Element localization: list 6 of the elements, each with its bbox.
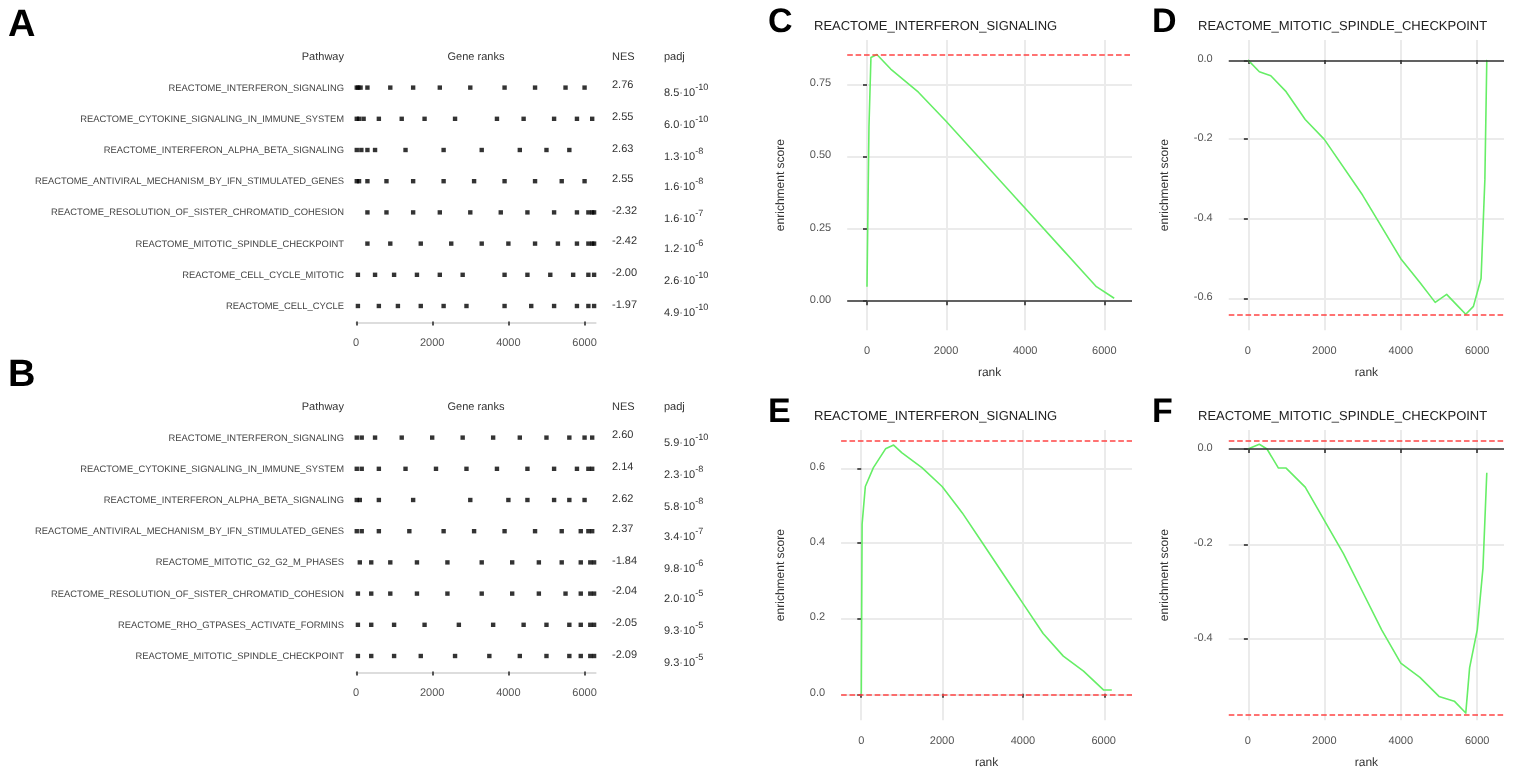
text: C — [768, 2, 793, 40]
text: F — [1152, 392, 1173, 430]
text: A — [8, 4, 36, 48]
text: B — [8, 354, 36, 398]
text: E — [768, 392, 791, 430]
text: D — [1152, 2, 1177, 40]
